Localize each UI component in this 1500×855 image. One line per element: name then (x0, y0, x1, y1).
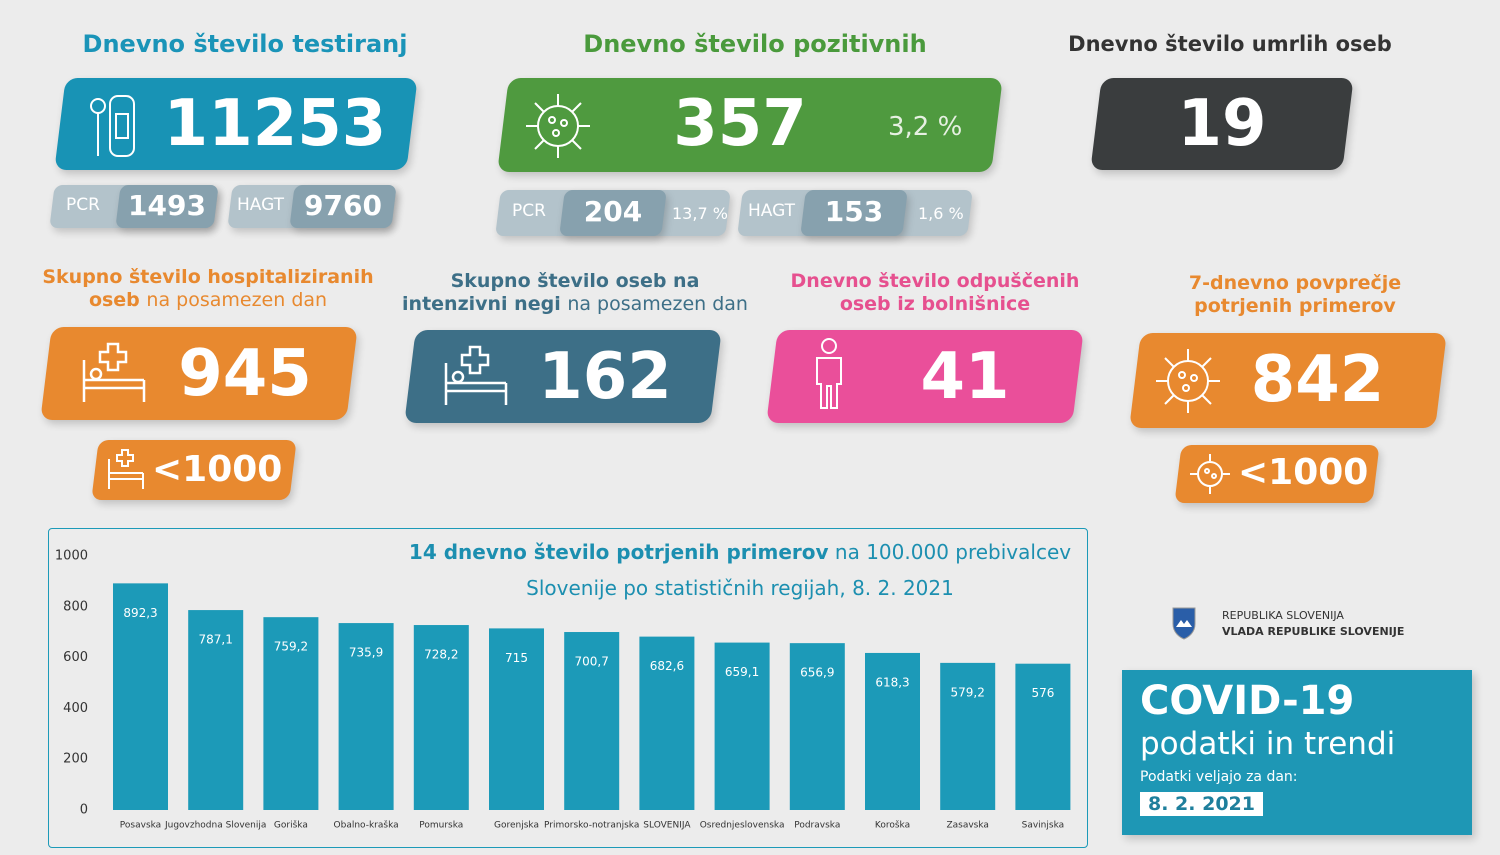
bar (564, 632, 620, 810)
hospitalized-threshold: <1000 (152, 449, 283, 490)
branding-line: REPUBLIKA SLOVENIJA (1222, 609, 1344, 622)
value-label: 700,7 (575, 655, 609, 669)
chart: 0 200 400 600 800 1000 892,3 Posavska 787,1 Jugov… (55, 549, 1071, 831)
y-tick-label: 200 (63, 752, 88, 767)
person-icon (816, 338, 842, 409)
discharged-value: 41 (920, 340, 1010, 414)
x-tick-label: Podravska (794, 821, 840, 831)
deaths-title: Dnevno število umrlih oseb (1068, 32, 1392, 56)
deaths-value: 19 (1177, 87, 1267, 161)
pcr-share: 13,7 % (672, 204, 728, 223)
footer-date: 8. 2. 2021 (1140, 792, 1263, 816)
hagt-value: 9760 (304, 189, 382, 222)
hospitalized-value: 945 (178, 337, 312, 411)
hagt-label: HAGT (237, 195, 285, 215)
title-bold: Skupno število hospitaliziranih oseb (42, 266, 374, 311)
positive-value: 357 (673, 87, 807, 161)
value-label: 892,3 (123, 606, 157, 620)
x-tick-label: Primorsko-notranjska (544, 821, 639, 831)
chart-frame (48, 528, 1088, 848)
x-tick-label: Posavska (120, 821, 161, 831)
x-tick-label: Jugovzhodna Slovenija (164, 821, 266, 831)
bar (489, 628, 544, 810)
x-tick-label: Pomurska (419, 821, 463, 831)
bed-icon (82, 342, 146, 402)
title-bold: Skupno število oseb na intenzivni negi (402, 270, 700, 315)
footer-title: COVID-19 (1140, 678, 1355, 724)
chart-title-rest: na 100.000 prebivalcev Slovenije po stat… (526, 540, 1072, 600)
coat-of-arms (1172, 607, 1196, 640)
footer-subtitle: podatki in trendi (1140, 726, 1396, 762)
branding: REPUBLIKA SLOVENIJA VLADA REPUBLIKE SLOV… (1222, 608, 1404, 640)
y-tick-label: 600 (63, 650, 88, 665)
value-label: 618,3 (875, 675, 909, 689)
bar (714, 642, 770, 810)
bar (338, 623, 394, 810)
average-threshold: <1000 (1238, 452, 1369, 493)
bar (188, 610, 244, 810)
icu-title: Skupno število oseb na intenzivni negi n… (400, 270, 750, 316)
test-icon (90, 95, 135, 157)
hagt-value: 153 (824, 195, 884, 228)
value-label: 656,9 (800, 666, 834, 680)
x-tick-label: Savinjska (1022, 821, 1065, 831)
tests-value: 11253 (163, 87, 387, 161)
value-label: 682,6 (650, 659, 684, 673)
tests-title: Dnevno število testiranj (82, 30, 408, 58)
branding-line: VLADA REPUBLIKE SLOVENIJE (1222, 625, 1405, 638)
x-tick-label: Obalno-kraška (334, 820, 399, 831)
hospitalized-title: Skupno število hospitaliziranih oseb na … (40, 266, 376, 312)
pcr-label: PCR (512, 201, 546, 221)
x-tick-label: SLOVENIJA (643, 821, 691, 831)
pcr-value: 1493 (128, 189, 206, 222)
y-tick-label: 800 (63, 599, 88, 614)
virus-icon (526, 94, 590, 158)
value-label: 759,2 (274, 640, 308, 654)
value-label: 787,1 (199, 633, 233, 647)
value-label: 735,9 (349, 646, 383, 660)
bar (639, 636, 695, 810)
positive-share: 3,2 % (888, 112, 963, 142)
virus-icon (1156, 349, 1220, 413)
value-label: 579,2 (951, 685, 985, 699)
title-rest: na posamezen dan (146, 289, 328, 311)
value-label: 728,2 (424, 648, 458, 662)
chart-title: 14 dnevno število potrjenih primerov na … (400, 534, 1080, 606)
title-rest: na posamezen dan (567, 293, 748, 315)
x-tick-label: Koroška (875, 820, 910, 831)
average-value: 842 (1250, 343, 1385, 417)
hagt-share: 1,6 % (918, 204, 964, 223)
value-label: 715 (505, 651, 528, 665)
footer-note: Podatki veljajo za dan: (1140, 769, 1298, 785)
virus-icon (1190, 454, 1230, 494)
y-tick-label: 400 (63, 701, 88, 716)
y-tick-label: 0 (80, 803, 88, 818)
y-tick-label: 1000 (55, 549, 88, 564)
chart-title-bold: 14 dnevno število potrjenih primerov (408, 540, 829, 564)
pcr-value: 204 (583, 195, 643, 228)
bar (940, 662, 996, 810)
average-title: 7-dnevno povprečje potrjenih primerov (1188, 272, 1402, 317)
value-label: 659,1 (725, 665, 759, 679)
x-tick-label: Gorenjska (494, 821, 539, 831)
x-tick-label: Zasavska (946, 821, 988, 831)
icu-value: 162 (538, 340, 672, 414)
value-label: 576 (1031, 686, 1054, 700)
bar (413, 625, 469, 810)
bar (865, 652, 920, 810)
hagt-label: HAGT (748, 201, 796, 221)
bar (113, 583, 168, 810)
bed-icon (444, 345, 508, 405)
bar (263, 617, 319, 810)
discharged-title: Dnevno število odpuščenih oseb iz bolniš… (790, 270, 1080, 315)
positive-title: Dnevno število pozitivnih (583, 30, 927, 58)
bed-icon (108, 449, 144, 489)
x-tick-label: Goriška (274, 820, 308, 831)
bar (789, 643, 845, 810)
pcr-label: PCR (66, 195, 100, 215)
bar (1015, 663, 1071, 810)
x-tick-label: Osrednjeslovenska (700, 821, 785, 831)
